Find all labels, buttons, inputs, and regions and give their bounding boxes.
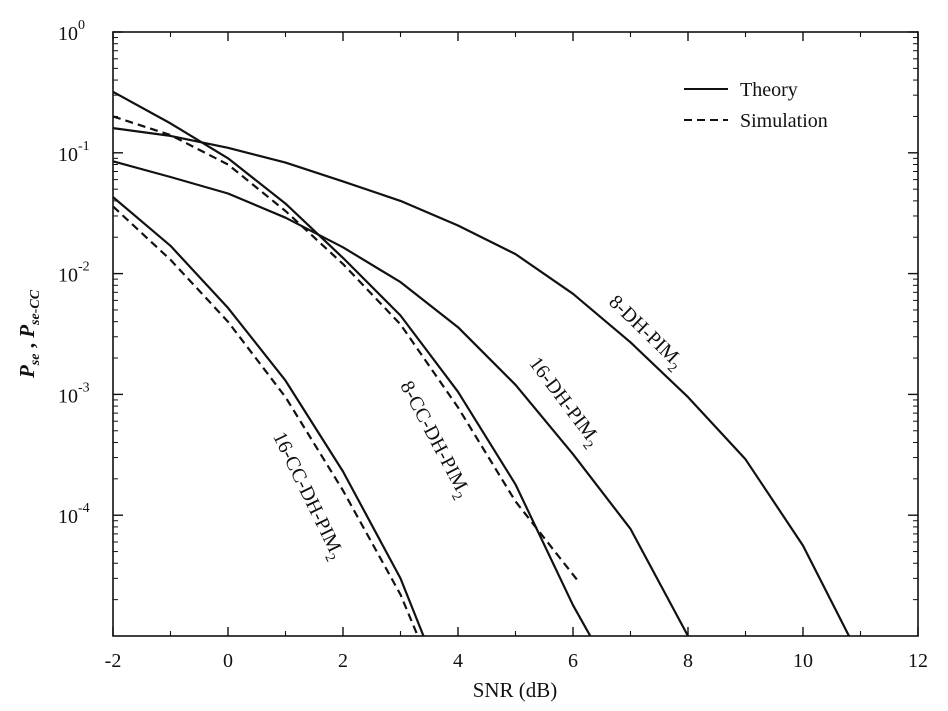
x-tick-label: 10 bbox=[793, 650, 813, 672]
curve-label-16-cc-dh-pim: 16-CC-DH-PIM2 bbox=[264, 428, 349, 564]
curve-label-16-dh-pim: 16-DH-PIM2 bbox=[520, 353, 605, 453]
x-tick-labels: -2 0 2 4 6 8 10 12 bbox=[105, 650, 928, 672]
y-tick-label: 10-4 bbox=[58, 501, 90, 528]
simulation-line-16-cc-dh-pim bbox=[112, 205, 419, 637]
y-axis-title-sub2: se-CC bbox=[28, 289, 43, 326]
x-tick-label: 2 bbox=[338, 650, 348, 672]
simulation-line-8-cc-dh-pim bbox=[112, 115, 580, 583]
x-tick-label: -2 bbox=[105, 650, 122, 672]
axis-ticks bbox=[112, 31, 919, 636]
x-tick-label: 12 bbox=[908, 650, 928, 672]
theory-line-16-dh-pim bbox=[112, 160, 689, 637]
theory-line-8-cc-dh-pim bbox=[112, 90, 592, 637]
y-axis-title-p2: P bbox=[15, 325, 39, 339]
y-tick-label: 10-1 bbox=[58, 139, 90, 166]
legend-simulation-label: Simulation bbox=[740, 110, 828, 132]
legend-theory-label: Theory bbox=[740, 79, 798, 101]
x-tick-label: 4 bbox=[453, 650, 463, 672]
x-tick-label: 6 bbox=[568, 650, 578, 672]
x-axis-title: SNR (dB) bbox=[473, 678, 558, 702]
y-axis-title-p1: P bbox=[15, 365, 39, 379]
y-axis-title: Pse , Pse-CC bbox=[15, 289, 43, 379]
theory-line-8-dh-pim bbox=[112, 127, 850, 637]
y-axis-title-sep: , bbox=[15, 338, 39, 354]
series-layer bbox=[112, 90, 850, 637]
x-tick-label: 8 bbox=[683, 650, 693, 672]
y-tick-labels: 100 10-1 10-2 10-3 10-4 bbox=[58, 18, 90, 528]
y-tick-label: 100 bbox=[58, 18, 85, 45]
theory-line-16-cc-dh-pim bbox=[112, 196, 425, 637]
legend: Theory Simulation bbox=[684, 79, 828, 132]
y-tick-label: 10-2 bbox=[58, 260, 90, 287]
x-tick-label: 0 bbox=[223, 650, 233, 672]
y-axis-title-sub1: se bbox=[28, 354, 43, 367]
curve-label-8-dh-pim: 8-DH-PIM2 bbox=[601, 291, 688, 376]
y-tick-label: 10-3 bbox=[58, 380, 90, 407]
curve-label-8-cc-dh-pim: 8-CC-DH-PIM2 bbox=[391, 377, 475, 503]
